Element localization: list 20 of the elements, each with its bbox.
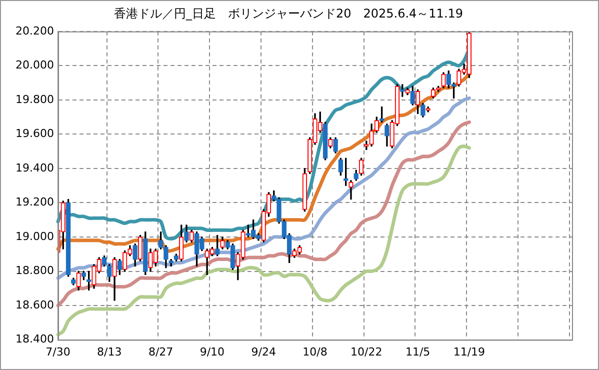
y-tick-label: 20.000 [16,58,54,72]
x-tick-label: 9/10 [200,345,225,358]
chart-title: 香港ドル／円_日足 ボリンジャーバンド20 2025.6.4～11.19 [114,6,464,20]
y-tick-label: 19.800 [16,92,54,106]
x-tick-label: 11/5 [405,345,430,358]
y-tick-label: 19.600 [16,127,54,140]
x-tick-label: 8/27 [148,345,174,358]
y-tick-label: 18.400 [16,332,54,346]
y-tick-label: 19.200 [16,196,54,209]
x-tick-label: 10/22 [350,345,382,358]
y-tick-label: 19.400 [16,161,54,174]
x-tick-label: 7/30 [46,345,70,358]
y-tick-label: 19.000 [16,230,54,243]
x-tick-label: 8/13 [97,345,122,358]
x-tick-label: 11/19 [453,345,486,358]
x-tick-label: 10/8 [302,345,328,358]
y-tick-label: 20.200 [16,24,54,38]
x-tick-label: 9/24 [251,345,276,358]
y-tick-label: 18.800 [16,264,54,278]
y-tick-label: 18.600 [16,298,54,312]
